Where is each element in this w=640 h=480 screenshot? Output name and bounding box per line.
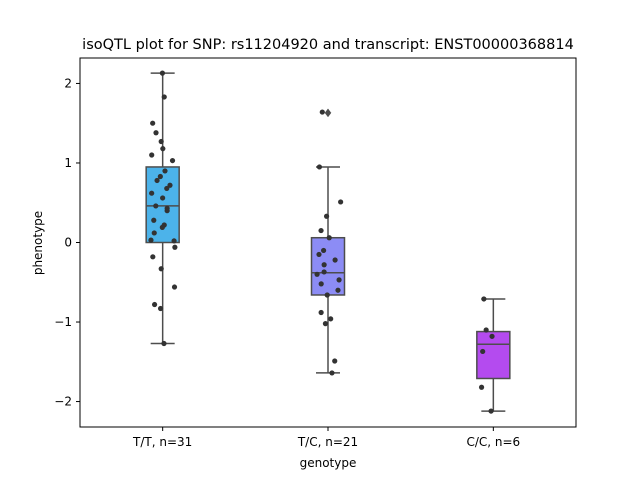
y-tick-label: −1 (54, 315, 72, 329)
data-point (150, 120, 156, 126)
outlier-marker (324, 108, 332, 118)
data-point (169, 157, 176, 164)
box-3 (476, 298, 511, 412)
data-point (483, 327, 489, 333)
data-point (172, 244, 178, 250)
data-point (321, 269, 327, 275)
data-point (153, 130, 159, 136)
data-point (157, 305, 164, 312)
data-point (324, 292, 330, 298)
data-point (164, 208, 170, 214)
data-point (162, 168, 168, 174)
data-point (480, 348, 486, 355)
y-axis: −2 −1 0 1 2 (54, 76, 80, 409)
x-axis-label: genotype (300, 456, 357, 470)
data-point (332, 358, 338, 364)
y-axis-label: phenotype (31, 211, 45, 275)
data-point (151, 217, 157, 223)
x-axis: T/T, n=31 T/C, n=21 C/C, n=6 (132, 427, 520, 449)
data-point (160, 195, 166, 201)
data-point (150, 254, 156, 260)
data-point (160, 146, 166, 152)
data-point (314, 271, 320, 277)
data-point (171, 284, 178, 290)
data-point (167, 182, 173, 188)
data-point (481, 296, 487, 302)
data-point (328, 316, 334, 322)
data-point (323, 213, 330, 219)
data-point (318, 309, 324, 316)
data-point (478, 384, 485, 390)
data-point (336, 277, 342, 283)
data-point (316, 251, 322, 258)
box-body (145, 166, 180, 244)
data-point (316, 164, 323, 170)
data-point (161, 340, 167, 347)
data-point (149, 152, 155, 158)
data-point (151, 230, 157, 236)
y-tick-label: −2 (54, 395, 72, 409)
data-point (159, 224, 165, 230)
data-point (489, 333, 495, 339)
data-point (332, 257, 338, 263)
chart-title: isoQTL plot for SNP: rs11204920 and tran… (82, 37, 574, 53)
x-tick-label: C/C, n=6 (466, 435, 520, 449)
data-point (319, 109, 325, 115)
data-point (321, 262, 327, 268)
data-point (153, 203, 159, 209)
data-point (154, 177, 160, 184)
data-point (318, 227, 324, 234)
data-point (164, 185, 170, 192)
x-tick-label: T/T, n=31 (132, 435, 192, 449)
boxes-group (145, 72, 511, 412)
data-point (335, 287, 341, 293)
data-point (148, 237, 154, 243)
data-point (322, 321, 329, 327)
box-body (476, 330, 511, 380)
data-point (161, 94, 167, 100)
data-point (326, 235, 332, 241)
data-point (488, 408, 494, 414)
data-point (329, 370, 335, 376)
y-tick-label: 2 (64, 76, 72, 90)
data-point (149, 190, 155, 196)
y-tick-label: 0 (64, 236, 72, 250)
data-point (157, 173, 163, 180)
points-group (148, 70, 495, 414)
data-point (151, 301, 158, 308)
box-2 (310, 108, 346, 374)
data-point (159, 70, 166, 76)
y-tick-label: 1 (64, 156, 72, 170)
data-point (320, 247, 327, 254)
data-point (171, 238, 177, 244)
data-point (158, 138, 164, 145)
data-point (338, 199, 344, 205)
x-tick-label: T/C, n=21 (297, 435, 358, 449)
box-body (310, 236, 346, 296)
data-point (318, 281, 324, 287)
data-point (158, 266, 164, 272)
